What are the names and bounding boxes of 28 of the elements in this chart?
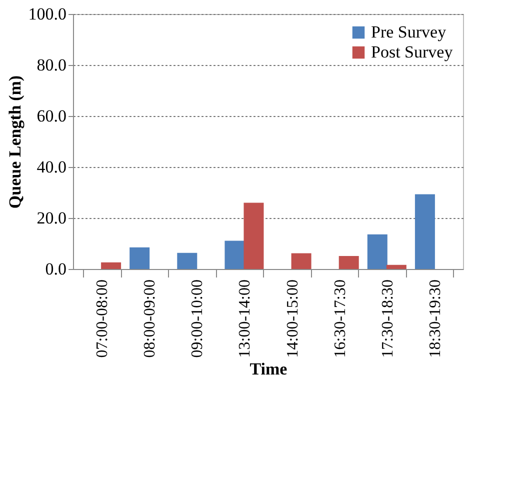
x-tick-label: 08:00-09:00 — [142, 280, 159, 358]
x-tick-label: 18:30-19:30 — [426, 280, 444, 358]
bar — [101, 262, 122, 269]
y-axis-title: Queue Length (m) — [5, 75, 24, 209]
y-tick-label: 0.0 — [45, 260, 66, 278]
bar — [244, 202, 264, 269]
x-tick-label: 13:00-14:00 — [236, 280, 254, 358]
bar — [367, 234, 388, 269]
y-tick-label: 100.0 — [28, 4, 66, 24]
x-tick-label: 09:00-10:00 — [189, 280, 206, 358]
x-tick-label: 14:00-15:00 — [284, 280, 302, 358]
legend-label: Post Survey — [371, 42, 454, 62]
y-tick-label: 60.0 — [36, 106, 66, 126]
legend-label: Pre Survey — [371, 22, 447, 42]
x-tick-label: 16:30-17:30 — [332, 280, 349, 358]
y-tick-label: 20.0 — [36, 208, 66, 228]
y-tick-label: 80.0 — [36, 56, 66, 74]
y-tick-label: 40.0 — [36, 158, 66, 176]
x-tick-label: 17:30-18:30 — [379, 280, 396, 358]
bar — [414, 194, 435, 269]
bar — [338, 256, 359, 269]
bar — [224, 240, 245, 269]
bar — [177, 252, 198, 269]
x-tick-label: 07:00-08:00 — [94, 280, 112, 358]
x-axis-title: Time — [250, 360, 288, 379]
bar — [386, 264, 406, 269]
bar — [291, 253, 312, 269]
bar — [130, 247, 150, 269]
